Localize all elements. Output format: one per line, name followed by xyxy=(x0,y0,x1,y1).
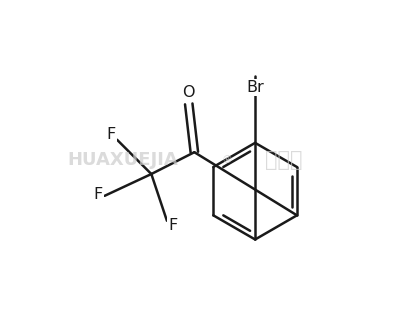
Text: ®: ® xyxy=(222,155,232,165)
Text: O: O xyxy=(183,84,195,100)
Text: Br: Br xyxy=(246,80,264,95)
Text: F: F xyxy=(168,218,177,233)
Text: F: F xyxy=(107,127,116,142)
Text: 化学加: 化学加 xyxy=(265,150,303,170)
Text: F: F xyxy=(93,187,102,202)
Text: HUAXUEJIA: HUAXUEJIA xyxy=(67,151,178,169)
